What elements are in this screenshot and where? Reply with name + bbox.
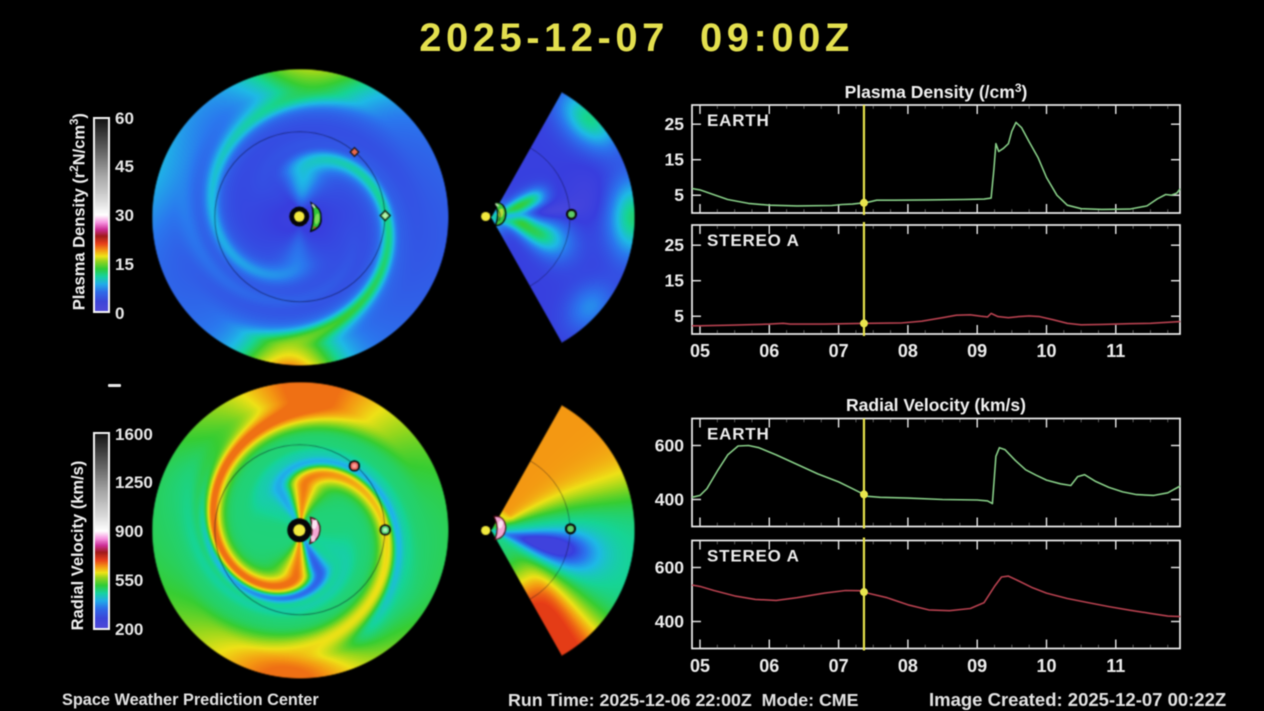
svg-text:15: 15 <box>665 271 685 291</box>
svg-text:09: 09 <box>967 341 987 361</box>
svg-text:11: 11 <box>1106 656 1125 676</box>
svg-text:05: 05 <box>690 341 710 361</box>
svg-text:15: 15 <box>665 150 685 170</box>
svg-text:5: 5 <box>674 185 684 205</box>
svg-text:08: 08 <box>898 341 918 361</box>
svg-text:06: 06 <box>759 341 779 361</box>
svg-text:600: 600 <box>655 436 684 456</box>
svg-text:400: 400 <box>655 490 684 510</box>
svg-text:400: 400 <box>655 612 684 632</box>
svg-text:STEREO A: STEREO A <box>707 231 800 250</box>
svg-text:07: 07 <box>829 341 849 361</box>
svg-text:Radial Velocity (km/s): Radial Velocity (km/s) <box>846 395 1026 415</box>
svg-text:25: 25 <box>665 235 685 255</box>
svg-text:09: 09 <box>967 656 987 676</box>
svg-text:STEREO A: STEREO A <box>707 547 800 566</box>
svg-text:05: 05 <box>690 656 710 676</box>
svg-text:10: 10 <box>1036 656 1056 676</box>
svg-text:11: 11 <box>1106 341 1125 361</box>
svg-text:25: 25 <box>665 114 685 134</box>
svg-text:Plasma Density (/cm3): Plasma Density (/cm3) <box>845 81 1028 102</box>
svg-text:06: 06 <box>759 656 779 676</box>
svg-text:EARTH: EARTH <box>707 111 770 130</box>
svg-text:10: 10 <box>1036 341 1056 361</box>
svg-text:5: 5 <box>674 306 684 326</box>
svg-text:600: 600 <box>655 558 684 578</box>
svg-text:07: 07 <box>829 656 849 676</box>
svg-text:08: 08 <box>898 656 918 676</box>
svg-text:EARTH: EARTH <box>707 425 770 444</box>
